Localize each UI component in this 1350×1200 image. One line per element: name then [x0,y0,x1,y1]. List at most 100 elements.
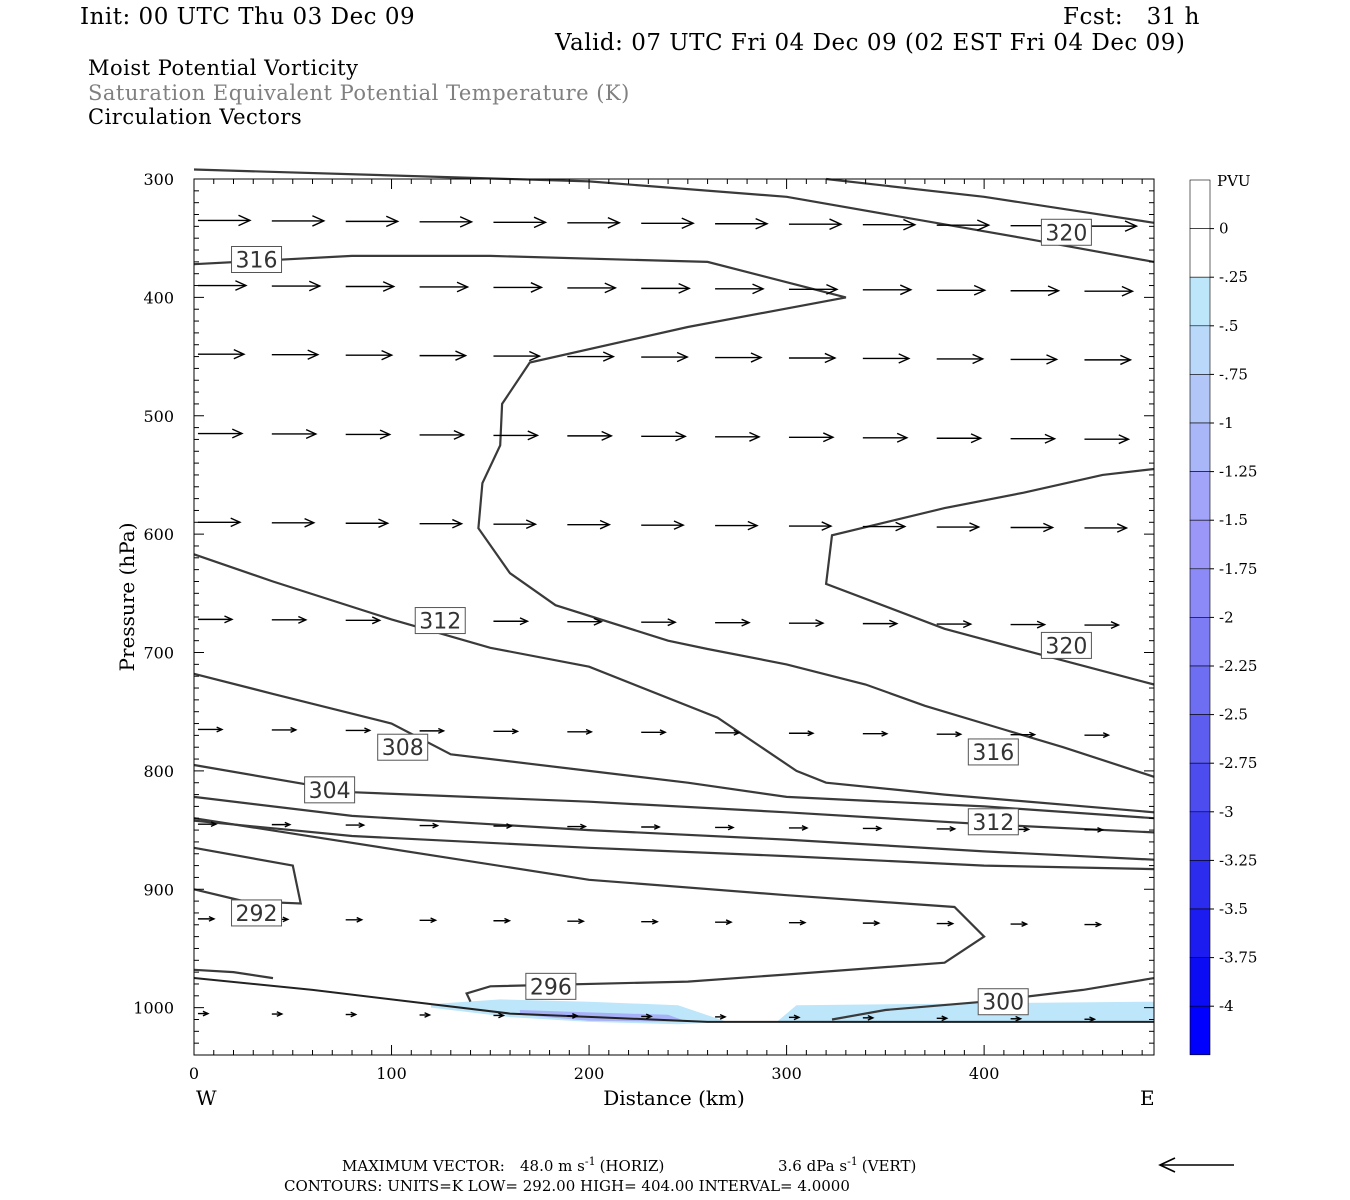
vector-head [898,353,911,364]
vector-head [580,823,588,830]
vector-head [824,352,837,364]
vector-head [572,1013,580,1019]
vector-head [1044,433,1057,444]
vector-arrow [197,726,224,733]
colorbar-label: -3.25 [1219,851,1257,869]
vector-head [1097,826,1105,833]
colorbar-swatch [1189,325,1211,375]
colorbar-label: -1 [1219,414,1234,432]
contour-label-box [1040,631,1092,659]
vector-head [430,917,438,924]
vector-arrow [936,920,955,927]
colorbar-swatch [1189,617,1211,667]
vector-arrow [345,616,382,625]
vector-arrow [862,825,883,832]
vector-arrow [419,518,464,529]
vector-head [749,431,761,442]
vector-arrow [788,1014,801,1021]
vector-arrow [567,430,614,441]
vector-arrow [936,826,957,832]
x-tick-label: 0 [189,1064,199,1083]
vector-arrow [345,429,392,440]
vector-arrow [715,729,741,736]
vector-head [432,822,440,829]
vector-head [525,519,538,529]
contour-labels: 316 320 312 320 308 316 304 312 292 296 300 [231,218,1092,1016]
vector-arrow [641,729,667,736]
x-axis-title: Distance (km) [603,1086,745,1110]
vector-arrow [862,432,909,443]
vector-head [305,428,318,439]
vector-head [741,618,751,627]
vector-head [364,727,372,734]
contour-label: 308 [382,736,424,761]
vector-head [875,825,883,832]
vector-head [973,284,987,296]
vector-head [527,430,540,441]
contour-label-box [304,776,356,804]
y-tick-label: 400 [143,288,174,307]
vector-arrow [345,349,394,361]
vector-head [826,283,839,295]
vector-head [727,824,735,831]
vector-head [651,918,659,925]
forecast-hour: Fcst: 31 h [1063,4,1200,30]
vector-head [799,919,807,926]
colorbar-label: 0 [1219,220,1229,238]
contour-324 [825,177,1155,224]
vector-arrow [641,217,695,230]
vector-head [599,519,612,530]
vector-head [955,731,963,738]
vector-head [379,429,392,440]
vector-head [312,215,326,227]
vector-head [578,918,586,925]
vector-head [231,428,244,439]
vector-arrow [862,521,907,532]
vector-arrow [641,918,659,925]
vector-arrow [715,431,761,442]
vector-arrow [345,916,364,923]
vector-head [607,217,622,229]
colorbar-swatch [1189,374,1211,424]
contour-label: 312 [972,811,1014,836]
x-tick-label: 200 [574,1064,605,1083]
vector-head [350,1011,358,1018]
valid-time: Valid: 07 UTC Fri 04 Dec 09 (02 EST Fri … [555,30,1186,56]
vector-head [1015,1015,1023,1022]
vector-arrow [715,520,759,531]
y-tick-label: 1000 [133,999,174,1018]
vector-head [1121,285,1135,297]
vector-head [382,281,396,292]
vector-head [949,826,957,832]
vector-arrow [271,726,298,733]
vector-head [970,433,983,444]
vector-head [1043,522,1055,533]
vector-arrow [271,215,326,227]
vector-head [895,521,907,532]
y-tick-label: 700 [143,644,174,663]
vector-arrow [419,727,446,734]
x-tick-label: 300 [771,1064,802,1083]
vector-arrow [493,617,530,626]
vector-arrow [715,217,769,230]
vector-head [725,919,733,926]
vector-arrow [1084,523,1129,533]
vector-arrow [1084,220,1139,232]
vector-arrow [197,214,252,227]
vector-head [889,619,899,628]
vector-head [284,821,292,828]
vector-head [1124,220,1139,232]
contour-300 [193,819,1155,871]
vector-head [233,349,246,360]
pv-shading [431,999,1154,1025]
colorbar-label: -2 [1219,608,1234,626]
vector-head [1102,732,1111,739]
colorbar-swatch [1189,471,1211,521]
contour-label: 320 [1045,221,1087,246]
vector-arrow [788,432,835,443]
vector-arrow [345,518,390,529]
field-title-pv: Moist Potential Vorticity [88,56,359,80]
surface-line [193,977,1154,1023]
vector-arrow [419,1012,432,1018]
vector-arrow [862,218,917,231]
